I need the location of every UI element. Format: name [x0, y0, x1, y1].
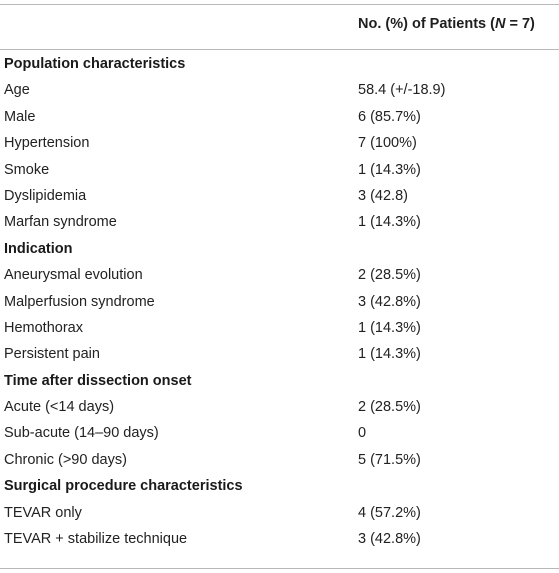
row-label: Age [4, 82, 30, 99]
section-header-row: Population characteristics [0, 52, 559, 78]
section-label: Time after dissection onset [4, 372, 192, 389]
row-value: 1 (14.3%) [358, 319, 421, 336]
row-label: Malperfusion syndrome [4, 293, 155, 310]
row-label: Dyslipidemia [4, 187, 87, 204]
table-header: No. (%) of Patients (N = 7) [0, 5, 559, 49]
row-value: 3 (42.8) [358, 187, 408, 204]
row-label: Male [4, 108, 36, 125]
table-top-rule [0, 4, 559, 5]
table-row: Hemothorax 1 (14.3%) [0, 316, 559, 342]
row-label: Hypertension [4, 135, 90, 152]
section-label: Surgical procedure characteristics [4, 478, 243, 495]
row-label: TEVAR + stabilize technique [4, 531, 188, 548]
row-value: 4 (57.2%) [358, 504, 421, 521]
section-label: Population characteristics [4, 56, 186, 72]
table-body: Population characteristics Age 58.4 (+/-18… [0, 50, 559, 553]
row-label: Persistent pain [4, 346, 100, 363]
patient-characteristics-table: No. (%) of Patients (N = 7) Population c… [0, 4, 559, 569]
header-col2-prefix: No. (%) of Patients ( [358, 16, 495, 32]
section-header-row: Surgical procedure characteristics [0, 474, 559, 500]
table-row: Smoke 1 (14.3%) [0, 158, 559, 184]
header-col2-suffix: = 7) [505, 16, 535, 32]
row-label: Marfan syndrome [4, 214, 117, 231]
table-row: Age 58.4 (+/-18.9) [0, 78, 559, 104]
header-col2-n: N [494, 16, 506, 32]
row-label: Sub-acute (14–90 days) [4, 425, 159, 442]
table-row: TEVAR only 4 (57.2%) [0, 501, 559, 527]
row-value: 5 (71.5%) [358, 451, 421, 468]
row-label: Smoke [4, 161, 50, 178]
row-value: 7 (100%) [358, 135, 417, 152]
table-row: Marfan syndrome 1 (14.3%) [0, 210, 559, 236]
row-value: 1 (14.3%) [358, 214, 421, 231]
table-row: Persistent pain 1 (14.3%) [0, 342, 559, 368]
row-value: 0 [358, 425, 367, 442]
header-patients-column: No. (%) of Patients (N = 7) [358, 16, 535, 32]
row-value: 3 (42.8%) [358, 293, 421, 310]
table-row: Sub-acute (14–90 days) 0 [0, 421, 559, 447]
row-value: 3 (42.8%) [358, 531, 421, 548]
row-label: Hemothorax [4, 319, 83, 336]
row-value: 2 (28.5%) [358, 267, 421, 284]
header-rule [0, 49, 559, 50]
table-row: Acute (<14 days) 2 (28.5%) [0, 395, 559, 421]
table-row: Aneurysmal evolution 2 (28.5%) [0, 263, 559, 289]
row-label: Chronic (>90 days) [4, 451, 127, 468]
table-row: Malperfusion syndrome 3 (42.8%) [0, 290, 559, 316]
section-header-row: Indication [0, 237, 559, 263]
row-value: 6 (85.7%) [358, 108, 421, 125]
row-value: 1 (14.3%) [358, 161, 421, 178]
row-value: 2 (28.5%) [358, 399, 421, 416]
row-value: 58.4 (+/-18.9) [358, 82, 446, 99]
row-label: Aneurysmal evolution [4, 267, 143, 284]
section-label: Indication [4, 240, 73, 257]
section-header-row: Time after dissection onset [0, 369, 559, 395]
table-row: Hypertension 7 (100%) [0, 131, 559, 157]
row-value: 1 (14.3%) [358, 346, 421, 363]
table-row: Chronic (>90 days) 5 (71.5%) [0, 448, 559, 474]
row-label: Acute (<14 days) [4, 399, 115, 416]
table-row: Dyslipidemia 3 (42.8) [0, 184, 559, 210]
row-label: TEVAR only [4, 504, 82, 521]
table-row: Male 6 (85.7%) [0, 105, 559, 131]
table-row: TEVAR + stabilize technique 3 (42.8%) [0, 527, 559, 553]
